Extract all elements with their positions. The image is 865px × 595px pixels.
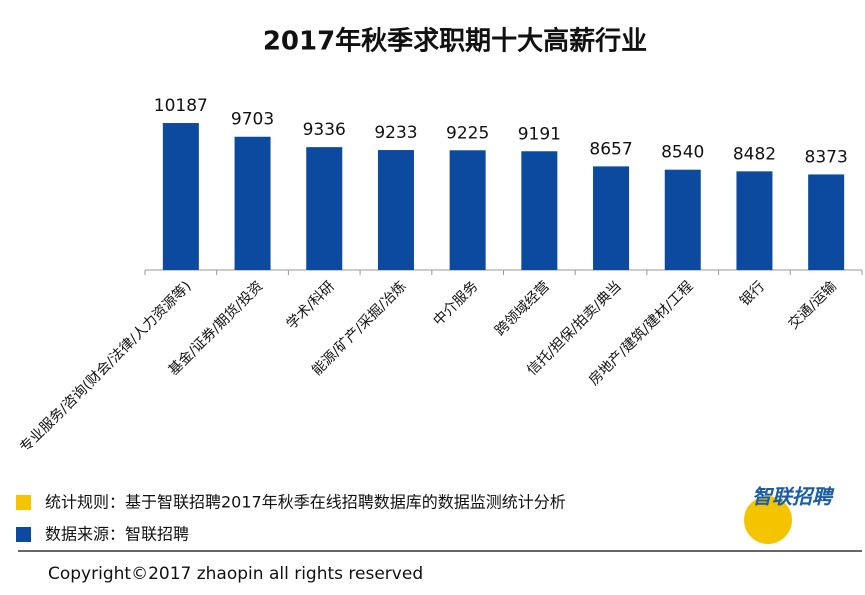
data-label: 8373 <box>805 147 848 167</box>
data-label: 8657 <box>589 139 632 159</box>
bar <box>736 171 773 270</box>
data-label: 9233 <box>374 123 417 143</box>
data-label: 8540 <box>661 143 704 163</box>
data-label: 8482 <box>733 144 776 164</box>
bar <box>306 147 343 270</box>
chart-title: 2017年秋季求职期十大高薪行业 <box>263 26 647 57</box>
bar <box>234 136 271 270</box>
note-swatch <box>16 527 31 542</box>
logo-mark <box>744 496 792 544</box>
bar <box>808 174 845 270</box>
data-label: 10187 <box>154 96 208 116</box>
logo: 智联招聘 <box>752 485 835 509</box>
bar <box>664 169 701 270</box>
bar <box>377 150 414 270</box>
bar <box>521 151 558 270</box>
x-tick-label: 中介服务 <box>430 278 481 329</box>
data-label: 9703 <box>231 110 274 130</box>
x-tick-label: 学术/科研 <box>284 278 338 332</box>
note: 数据来源：智联招聘 <box>45 525 189 544</box>
x-tick-label: 银行 <box>737 278 768 309</box>
note-swatch <box>16 495 31 510</box>
bar <box>449 150 486 270</box>
x-tick-label: 跨领域经营 <box>492 278 553 339</box>
bar <box>162 123 199 270</box>
copyright: Copyright©2017 zhaopin all rights reserv… <box>48 564 423 584</box>
data-label: 9336 <box>303 120 346 140</box>
x-tick-label: 交通/运输 <box>785 278 840 333</box>
bar <box>593 166 630 270</box>
note: 统计规则：基于智联招聘2017年秋季在线招聘数据库的数据监测统计分析 <box>45 493 566 512</box>
data-label: 9225 <box>446 123 489 143</box>
data-label: 9191 <box>518 124 561 144</box>
